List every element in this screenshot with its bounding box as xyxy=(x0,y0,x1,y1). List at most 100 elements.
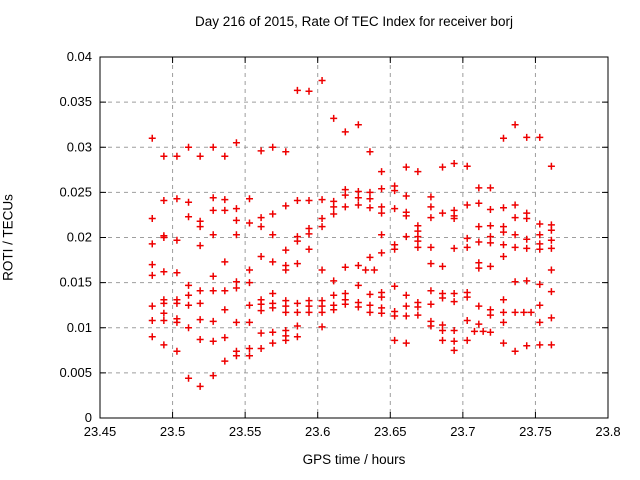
data-point xyxy=(523,235,531,243)
data-point xyxy=(196,335,204,343)
data-point xyxy=(185,198,193,206)
data-point xyxy=(318,223,326,231)
data-point xyxy=(463,234,471,242)
data-point xyxy=(185,324,193,332)
data-point xyxy=(148,134,156,142)
data-point xyxy=(511,231,519,239)
data-point xyxy=(439,336,447,344)
data-point xyxy=(536,133,544,141)
data-point xyxy=(282,302,290,310)
data-point xyxy=(470,327,478,335)
data-point xyxy=(427,193,435,201)
data-point xyxy=(414,237,422,245)
data-point xyxy=(427,214,435,222)
data-point xyxy=(245,352,253,360)
y-tick-label: 0 xyxy=(85,410,92,425)
x-tick-label: 23.45 xyxy=(84,424,117,439)
data-point xyxy=(547,288,555,296)
data-point xyxy=(269,328,277,336)
data-point xyxy=(354,261,362,269)
data-point xyxy=(196,316,204,324)
data-point xyxy=(148,261,156,269)
data-point xyxy=(402,339,410,347)
data-point xyxy=(536,231,544,239)
data-point xyxy=(486,184,494,192)
data-point xyxy=(391,187,399,195)
data-point xyxy=(209,231,217,239)
data-point xyxy=(536,245,544,253)
data-point xyxy=(293,299,301,307)
data-point xyxy=(232,231,240,239)
x-axis-title: GPS time / hours xyxy=(302,452,406,467)
data-point xyxy=(330,210,338,218)
x-tick-label: 23.7 xyxy=(450,424,475,439)
data-point xyxy=(196,299,204,307)
data-point xyxy=(391,205,399,213)
data-point xyxy=(232,318,240,326)
data-point xyxy=(486,239,494,247)
data-point xyxy=(232,278,240,286)
data-point xyxy=(173,195,181,203)
data-point xyxy=(232,139,240,147)
data-point xyxy=(402,192,410,200)
data-point xyxy=(305,302,313,310)
data-point xyxy=(232,352,240,360)
data-point xyxy=(185,301,193,309)
data-point xyxy=(366,253,374,261)
data-point xyxy=(402,291,410,299)
data-point xyxy=(499,228,507,236)
data-point xyxy=(305,245,313,253)
data-point xyxy=(391,282,399,290)
data-point xyxy=(511,121,519,129)
data-point xyxy=(330,306,338,314)
data-point xyxy=(160,268,168,276)
data-point xyxy=(269,289,277,297)
data-point xyxy=(232,205,240,213)
data-point xyxy=(160,317,168,325)
data-point xyxy=(318,302,326,310)
data-point xyxy=(318,196,326,204)
data-point xyxy=(475,238,483,246)
data-point xyxy=(475,320,483,328)
data-point xyxy=(269,231,277,239)
data-point xyxy=(148,271,156,279)
data-point xyxy=(450,159,458,167)
data-point xyxy=(305,196,313,204)
data-point xyxy=(209,143,217,151)
data-point xyxy=(414,243,422,251)
data-point xyxy=(402,312,410,320)
data-point xyxy=(221,306,229,314)
data-point xyxy=(245,301,253,309)
data-point xyxy=(366,195,374,203)
data-point xyxy=(366,290,374,298)
data-point xyxy=(282,148,290,156)
data-point xyxy=(499,134,507,142)
data-point xyxy=(536,318,544,326)
data-point xyxy=(547,162,555,170)
data-point xyxy=(257,147,265,155)
data-point xyxy=(414,168,422,176)
data-point xyxy=(439,262,447,270)
data-point xyxy=(475,184,483,192)
data-point xyxy=(160,309,168,317)
data-point xyxy=(269,143,277,151)
data-point xyxy=(354,187,362,195)
y-axis-title: ROTI / TECUs xyxy=(0,194,16,281)
data-point xyxy=(366,148,374,156)
data-point xyxy=(523,133,531,141)
data-point xyxy=(160,299,168,307)
data-point xyxy=(221,206,229,214)
x-tick-label: 23.8 xyxy=(595,424,620,439)
data-point xyxy=(293,322,301,330)
data-point xyxy=(148,317,156,325)
data-point xyxy=(257,300,265,308)
data-point xyxy=(362,266,370,274)
data-point xyxy=(257,252,265,260)
data-point xyxy=(341,128,349,136)
data-point xyxy=(523,244,531,252)
data-point xyxy=(245,266,253,274)
data-point xyxy=(402,163,410,171)
data-point xyxy=(173,299,181,307)
data-point xyxy=(245,219,253,227)
data-point xyxy=(282,202,290,210)
